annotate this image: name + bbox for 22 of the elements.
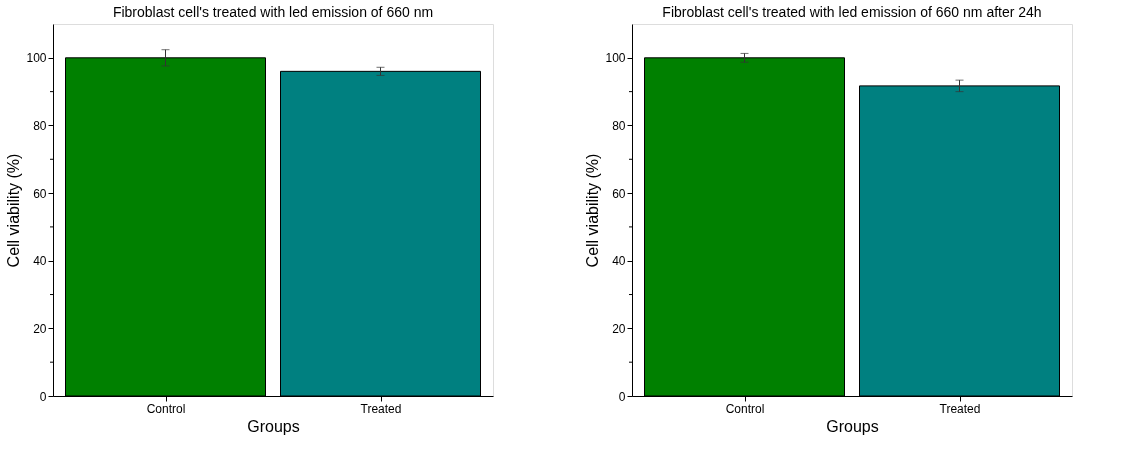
- y-axis-title: Cell viability (%): [5, 153, 23, 268]
- x-tick-label: Treated: [939, 401, 981, 416]
- y-tick-label: 60: [612, 186, 626, 201]
- chart-title: Fibroblast cell's treated with led emission of 660 nm after 24h: [662, 4, 1042, 20]
- y-tick-label: 80: [612, 118, 626, 133]
- chart-title: Fibroblast cell's treated with led emission of 660 nm: [112, 4, 434, 20]
- x-tick-label: Control: [146, 401, 186, 416]
- x-axis-title: Groups: [247, 417, 300, 435]
- y-axis-title: Cell viability (%): [584, 153, 602, 268]
- y-tick-label: 0: [618, 389, 626, 404]
- y-tick-label: 0: [39, 389, 47, 404]
- y-tick-label: 40: [612, 254, 626, 269]
- x-tick-label: Control: [725, 401, 765, 416]
- x-tick-label: Treated: [360, 401, 402, 416]
- y-tick-label: 80: [33, 118, 47, 133]
- y-tick-label: 60: [33, 186, 47, 201]
- y-tick-label: 100: [605, 51, 626, 66]
- y-tick-label: 20: [612, 321, 626, 336]
- y-tick-label: 40: [33, 254, 47, 269]
- x-axis-title: Groups: [826, 417, 879, 435]
- y-tick-label: 20: [33, 321, 47, 336]
- y-tick-label: 100: [26, 51, 47, 66]
